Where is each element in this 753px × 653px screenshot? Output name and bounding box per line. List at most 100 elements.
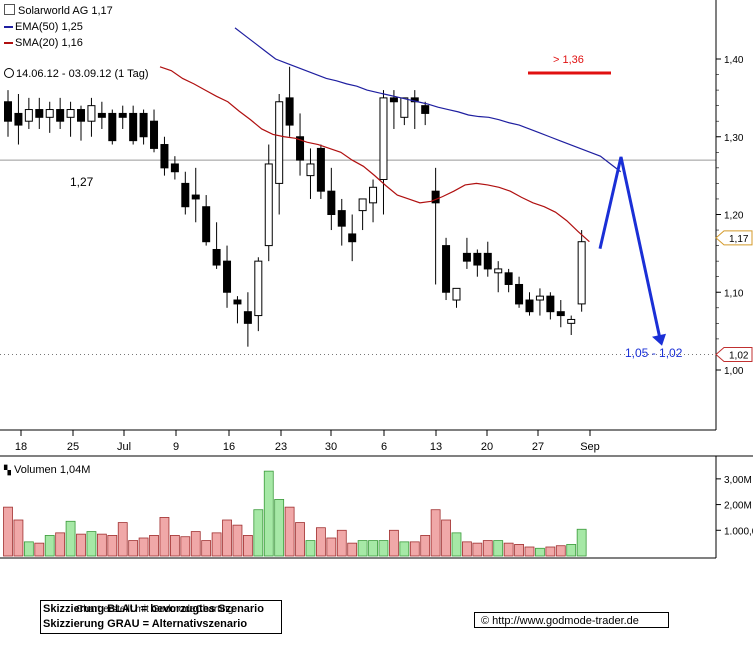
- current-price-tag: [715, 230, 753, 246]
- volume-bar: [524, 546, 535, 557]
- candle-body: [535, 295, 544, 301]
- candle-body: [4, 101, 12, 122]
- volume-bar: [242, 535, 253, 557]
- sma20-line: [159, 66, 590, 243]
- volume-bar: [482, 540, 493, 557]
- volume-bar: [462, 541, 472, 557]
- volume-bar: [107, 535, 118, 557]
- candle-body: [546, 295, 555, 313]
- volume-bar: [55, 532, 66, 557]
- candle-body: [567, 318, 576, 324]
- volume-bar: [263, 470, 274, 557]
- volume-bar: [368, 540, 378, 557]
- sma-swatch: [4, 42, 13, 45]
- volume-bar: [86, 531, 97, 557]
- candle-body: [473, 252, 482, 266]
- volume-bar: [315, 527, 326, 557]
- date-tick-label: 27: [532, 441, 544, 453]
- volume-bar: [169, 535, 180, 557]
- candle-body: [118, 112, 127, 118]
- candle-body: [316, 147, 325, 192]
- support-price-label: 1,02: [729, 350, 749, 361]
- candle-body: [285, 97, 294, 126]
- volume-bar: [149, 535, 159, 557]
- candle-body: [77, 109, 86, 122]
- legend-ema-label: EMA(50) 1,25: [15, 21, 83, 33]
- date-tick-label: Sep: [580, 441, 600, 453]
- volume-bar: [420, 535, 431, 557]
- legend-ema: EMA(50) 1,25: [4, 21, 83, 33]
- candle-body: [56, 109, 65, 122]
- candle-body: [129, 112, 138, 142]
- support-label: 1,27: [70, 175, 94, 189]
- price-tick-label: 1,30: [724, 133, 744, 144]
- candle-body: [494, 268, 503, 274]
- volume-bar: [232, 524, 243, 557]
- scenario-arrowhead: [652, 333, 666, 346]
- volume-bar: [211, 532, 222, 557]
- candle-body: [379, 97, 388, 181]
- candle-body: [170, 163, 179, 173]
- volume-bar: [472, 542, 483, 557]
- axis-layer: 1,40 1,30 1,20 1,10 1,00 18 25 Jul 9 16 23 30 6 13 20 2…: [0, 0, 753, 559]
- volume-bar: [576, 528, 587, 557]
- volume-bar: [357, 540, 368, 557]
- date-tick-label: 13: [430, 441, 442, 453]
- volume-bar: [566, 544, 577, 557]
- scenario-gray-label: Skizzierung GRAU = Alternativszenario: [43, 618, 248, 630]
- candle-body: [389, 97, 398, 103]
- candle-body: [442, 245, 451, 293]
- volume-bar: [441, 519, 451, 557]
- scenario-layer: > 1,36 1,05 - 1,02: [528, 54, 683, 360]
- volume-bar: [23, 541, 34, 557]
- price-tick-label: 1,00: [724, 366, 744, 377]
- volume-bar: [65, 520, 76, 557]
- volume-bar: [399, 541, 410, 557]
- price-tick-label: 1,10: [724, 288, 744, 299]
- ema-swatch: [4, 26, 13, 29]
- volume-bar: [201, 540, 212, 557]
- chart-credit: Chart erstellt mit GodmodeCharting: [76, 604, 234, 615]
- volume-bar: [378, 540, 389, 557]
- volume-bar: [389, 529, 399, 557]
- candle-body: [452, 287, 461, 301]
- candle-body: [264, 163, 273, 247]
- volume-bar: [96, 533, 107, 557]
- volume-bar: [535, 547, 545, 557]
- candle-body: [462, 252, 471, 262]
- legend-sma-label: SMA(20) 1,16: [15, 37, 83, 49]
- legend-range-label: 14.06.12 - 03.09.12 (1 Tag): [16, 68, 149, 80]
- volume-bar: [159, 517, 170, 557]
- volume-bar: [138, 537, 149, 557]
- target-down-label: 1,05 - 1,02: [625, 346, 683, 360]
- volume-bar: [44, 535, 55, 557]
- volume-bar: [222, 519, 232, 557]
- date-tick-label: 20: [481, 441, 493, 453]
- candle-body: [108, 112, 117, 142]
- volume-bar: [180, 536, 191, 557]
- ema50-line: [234, 27, 622, 173]
- volume-tick-label: 2,00M: [724, 501, 752, 512]
- volume-bar: [336, 529, 347, 557]
- date-tick-label: 16: [223, 441, 235, 453]
- volume-bar: [34, 542, 45, 557]
- target-label: > 1,36: [553, 54, 584, 66]
- candle-body: [483, 252, 492, 270]
- date-tick-label: 6: [381, 441, 387, 453]
- chart-title: Solarworld AG 1,17: [4, 4, 113, 17]
- scenario-blue-label: Skizzierung BLAU = bevorzugtes Szenario: [43, 603, 264, 615]
- volume-bar: [326, 537, 337, 557]
- candle-body: [254, 260, 263, 317]
- candle-body: [139, 112, 148, 138]
- date-tick-label: 25: [67, 441, 79, 453]
- volume-tick-label: 3,00M: [724, 475, 752, 486]
- candle-body: [97, 112, 106, 118]
- candle-body: [556, 311, 565, 317]
- candle-body: [45, 109, 54, 118]
- candle-body: [577, 241, 586, 305]
- current-price-label: 1,17: [729, 234, 749, 245]
- volume-bar: [545, 546, 556, 557]
- source-link[interactable]: © http://www.godmode-trader.de: [474, 612, 669, 628]
- volume-bar: [13, 519, 24, 557]
